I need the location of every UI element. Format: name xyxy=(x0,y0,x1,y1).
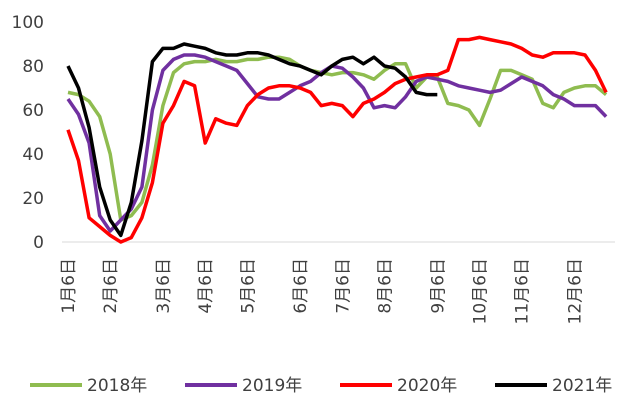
x-tick-label: 7月6日 xyxy=(333,258,353,314)
y-tick-label: 0 xyxy=(33,233,44,253)
series-line xyxy=(67,55,608,222)
y-tick-label: 40 xyxy=(22,145,44,165)
x-tick-label: 2月6日 xyxy=(101,258,121,314)
y-tick-label: 20 xyxy=(22,189,44,209)
x-tick-label: 4月6日 xyxy=(196,258,216,314)
x-tick-label: 11月6日 xyxy=(513,258,533,324)
x-tick-label: 10月6日 xyxy=(470,258,490,324)
legend-label: 2018年 xyxy=(87,376,147,396)
series-line xyxy=(66,53,608,233)
y-tick-label: 60 xyxy=(22,101,44,121)
series-line xyxy=(66,35,608,244)
y-tick-label: 80 xyxy=(22,57,44,77)
x-tick-label: 8月6日 xyxy=(376,258,396,314)
x-tick-label: 9月6日 xyxy=(428,258,448,314)
x-tick-label: 6月6日 xyxy=(291,258,311,314)
x-tick-label: 3月6日 xyxy=(154,258,174,314)
legend-label: 2021年 xyxy=(552,376,612,396)
x-tick-label: 5月6日 xyxy=(238,258,258,314)
series-line xyxy=(66,42,438,238)
legend-label: 2019年 xyxy=(242,376,302,396)
x-tick-label: 1月6日 xyxy=(59,258,79,314)
legend-label: 2020年 xyxy=(397,376,457,396)
x-tick-label: 12月6日 xyxy=(565,258,585,324)
y-tick-label: 100 xyxy=(12,13,44,33)
